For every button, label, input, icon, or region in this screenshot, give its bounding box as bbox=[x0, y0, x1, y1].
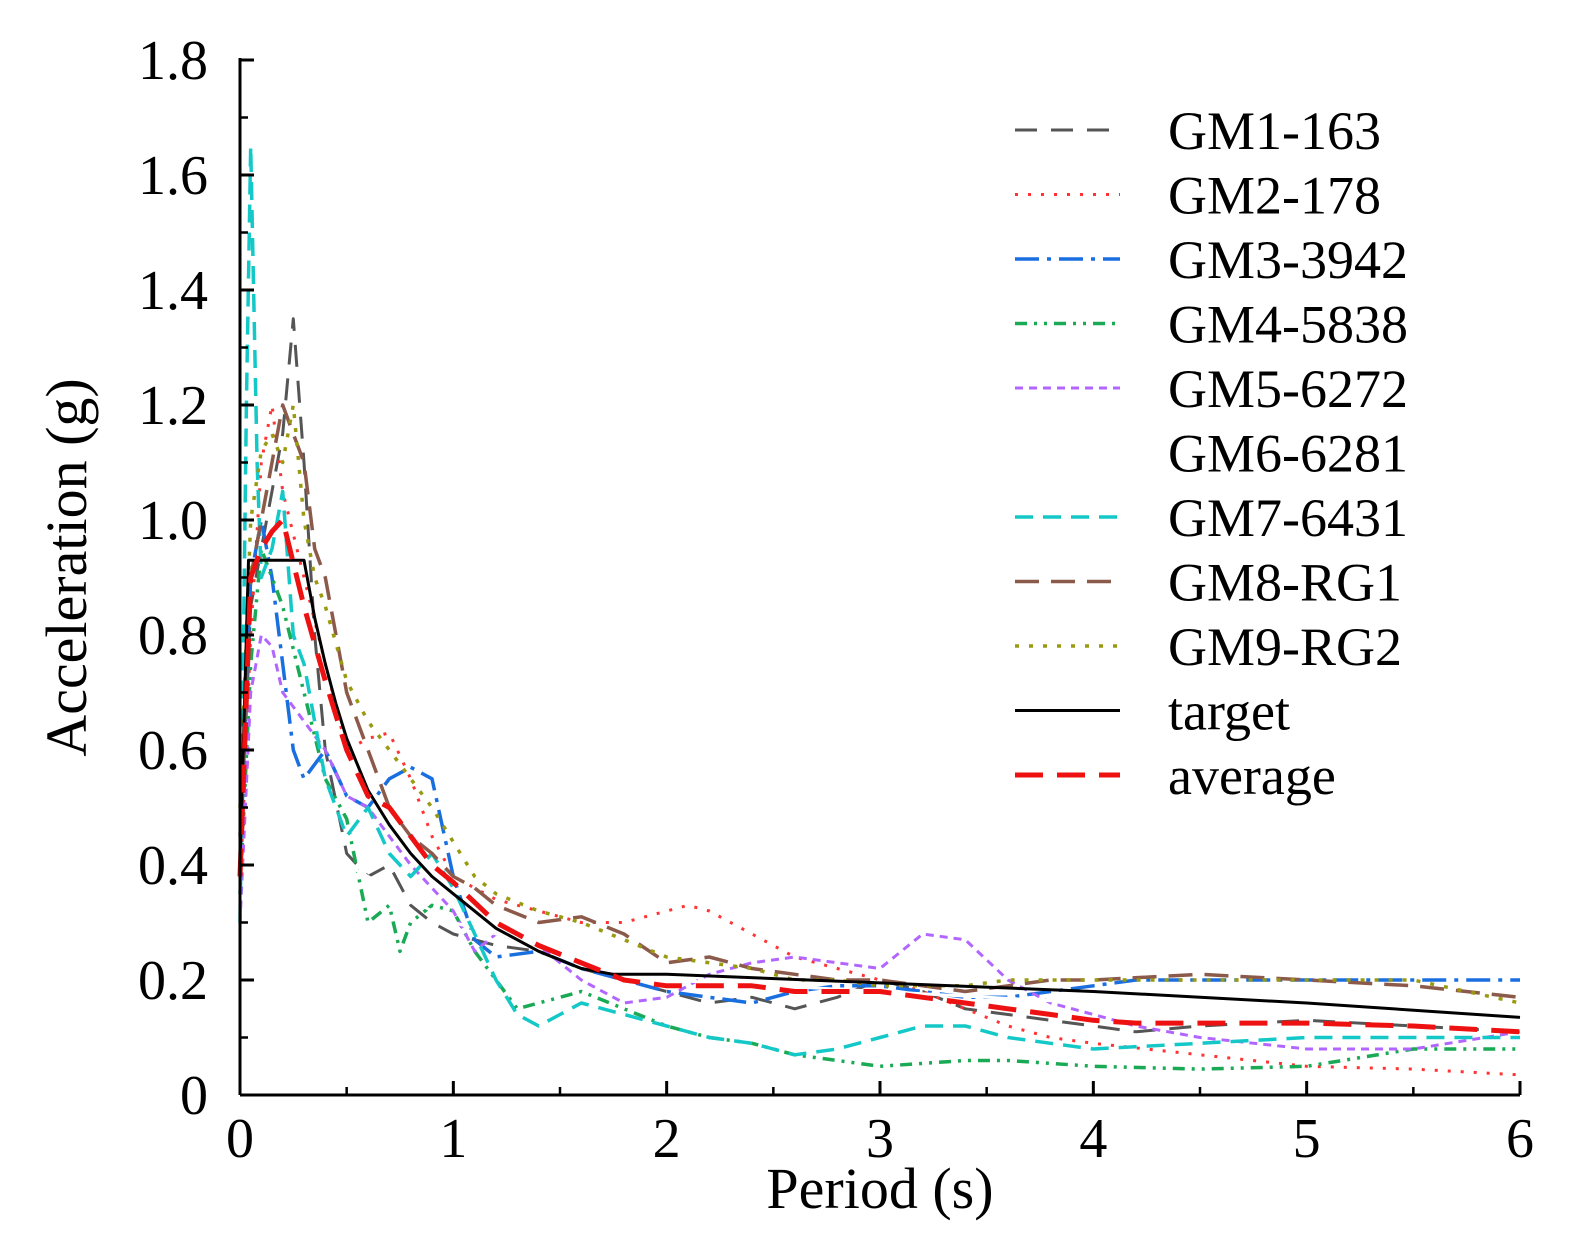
legend-label-GM4-5838: GM4-5838 bbox=[1168, 295, 1408, 355]
series-line-GM5-6272 bbox=[238, 633, 1521, 1051]
y-tick-label: 0.8 bbox=[138, 605, 208, 667]
y-tick-label: 1.0 bbox=[138, 490, 208, 552]
y-tick-label: 1.6 bbox=[138, 145, 208, 207]
x-tick-label: 5 bbox=[1293, 1108, 1321, 1170]
legend-label-GM6-6281: GM6-6281 bbox=[1168, 424, 1408, 484]
legend: GM1-163GM2-178GM3-3942GM4-5838GM5-6272GM… bbox=[1015, 101, 1408, 806]
legend-label-target: target bbox=[1168, 682, 1290, 742]
legend-label-GM5-6272: GM5-6272 bbox=[1168, 359, 1408, 419]
x-axis-title: Period (s) bbox=[766, 1156, 993, 1221]
y-tick-label: 0 bbox=[180, 1065, 208, 1127]
x-tick-label: 3 bbox=[866, 1108, 894, 1170]
y-tick-label: 1.8 bbox=[138, 30, 208, 92]
y-tick-label: 1.4 bbox=[138, 260, 208, 322]
x-tick-label: 1 bbox=[439, 1108, 467, 1170]
y-tick-label: 0.2 bbox=[138, 950, 208, 1012]
series-line-GM8-RG1 bbox=[238, 403, 1521, 1000]
legend-label-GM2-178: GM2-178 bbox=[1168, 166, 1381, 226]
x-tick-label: 2 bbox=[653, 1108, 681, 1170]
series-line-GM2-178 bbox=[238, 403, 1521, 1077]
ticks: 0 1 2 3 4 5 6 0 0.2 0.4 0.6 0.8 1.0 1.2 1.4 1.6 1.8 bbox=[138, 30, 1534, 1170]
legend-label-GM1-163: GM1-163 bbox=[1168, 101, 1381, 161]
series-line-target bbox=[238, 558, 1521, 1019]
legend-label-GM7-6431: GM7-6431 bbox=[1168, 488, 1408, 548]
y-axis-title: Acceleration (g) bbox=[34, 378, 99, 756]
x-tick-label: 4 bbox=[1079, 1108, 1107, 1170]
legend-label-GM3-3942: GM3-3942 bbox=[1168, 230, 1408, 290]
y-tick-label: 0.6 bbox=[138, 720, 208, 782]
y-tick-label: 0.4 bbox=[138, 835, 208, 897]
legend-label-GM8-RG1: GM8-RG1 bbox=[1168, 553, 1402, 613]
legend-label-GM9-RG2: GM9-RG2 bbox=[1168, 617, 1402, 677]
legend-label-average: average bbox=[1168, 746, 1336, 806]
x-tick-label: 0 bbox=[226, 1108, 254, 1170]
x-tick-label: 6 bbox=[1506, 1108, 1534, 1170]
series-line-GM7-6431 bbox=[238, 144, 1520, 1057]
plot-series bbox=[237, 144, 1521, 1077]
series-line-average bbox=[237, 517, 1521, 1035]
y-tick-label: 1.2 bbox=[138, 375, 208, 437]
